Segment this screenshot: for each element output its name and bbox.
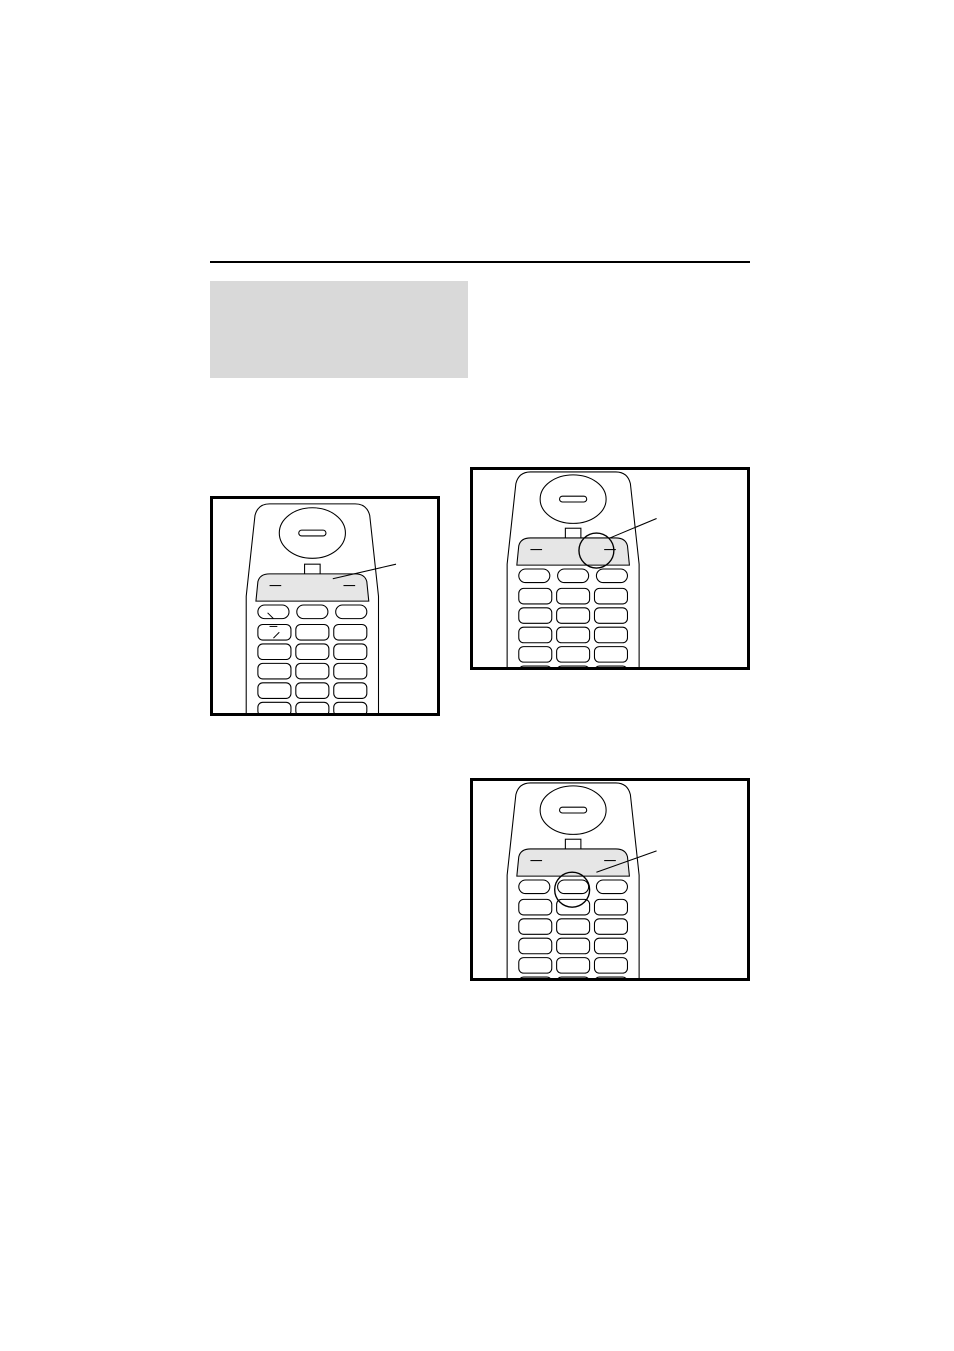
figure-1 bbox=[210, 496, 440, 716]
callout-box bbox=[210, 281, 468, 378]
figure-2 bbox=[470, 467, 750, 670]
page bbox=[0, 0, 954, 1351]
handset-illustration-1 bbox=[213, 499, 437, 713]
horizontal-rule bbox=[210, 261, 750, 263]
handset-illustration-2 bbox=[473, 470, 747, 667]
handset-illustration-3 bbox=[473, 781, 747, 978]
figure-3 bbox=[470, 778, 750, 981]
